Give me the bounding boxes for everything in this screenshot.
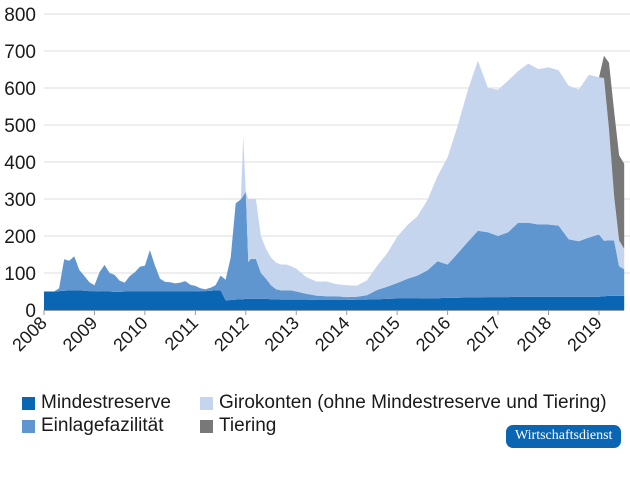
y-tick-label: 0 <box>25 301 36 322</box>
legend-item-mindestreserve: Mindestreserve <box>22 392 171 414</box>
legend-label: Girokonten (ohne Mindestreserve und Tier… <box>219 392 607 413</box>
y-tick-label: 700 <box>4 42 36 63</box>
x-tick-label: 2013 <box>261 313 303 355</box>
x-tick-label: 2015 <box>362 313 404 355</box>
x-tick-label: 2014 <box>311 313 353 355</box>
area-einlagefazilität <box>44 191 625 301</box>
legend-item-girokonten: Girokonten (ohne Mindestreserve und Tier… <box>200 392 607 414</box>
legend-label: Mindestreserve <box>41 392 171 413</box>
gridlines <box>44 13 630 274</box>
x-tick-label: 2011 <box>161 313 203 355</box>
legend-swatch-mindestreserve <box>22 396 35 410</box>
x-tick-label: 2018 <box>513 313 555 355</box>
area-girokonten <box>44 60 625 298</box>
x-tick-label: 2009 <box>59 313 101 355</box>
area-mindestreserve <box>44 290 625 310</box>
x-tick-label: 2016 <box>412 313 454 355</box>
legend-label: Tiering <box>219 415 277 436</box>
y-tick-label: 500 <box>4 116 36 137</box>
legend-item-einlagefazilitaet: Einlagefazilität <box>22 415 164 437</box>
y-tick-label: 200 <box>4 227 36 248</box>
legend-label: Einlagefazilität <box>41 415 164 436</box>
x-tick-label: 2012 <box>210 313 252 355</box>
legend-swatch-tiering <box>200 419 213 433</box>
area-series <box>44 55 625 310</box>
y-tick-label: 400 <box>4 153 36 174</box>
x-tick-label: 2010 <box>109 313 151 355</box>
y-tick-label: 300 <box>4 190 36 211</box>
x-tick-label: 2008 <box>8 313 50 355</box>
x-tick-label: 2019 <box>563 313 605 355</box>
y-tick-label: 800 <box>4 5 36 26</box>
y-tick-label: 600 <box>4 79 36 100</box>
y-tick-label: 100 <box>4 264 36 285</box>
legend-swatch-girokonten <box>200 396 213 410</box>
x-tick-label: 2017 <box>462 313 504 355</box>
legend-swatch-einlagefazilitaet <box>22 419 35 433</box>
publisher-badge: Wirtschaftsdienst <box>506 425 622 448</box>
legend-item-tiering: Tiering <box>200 415 276 437</box>
